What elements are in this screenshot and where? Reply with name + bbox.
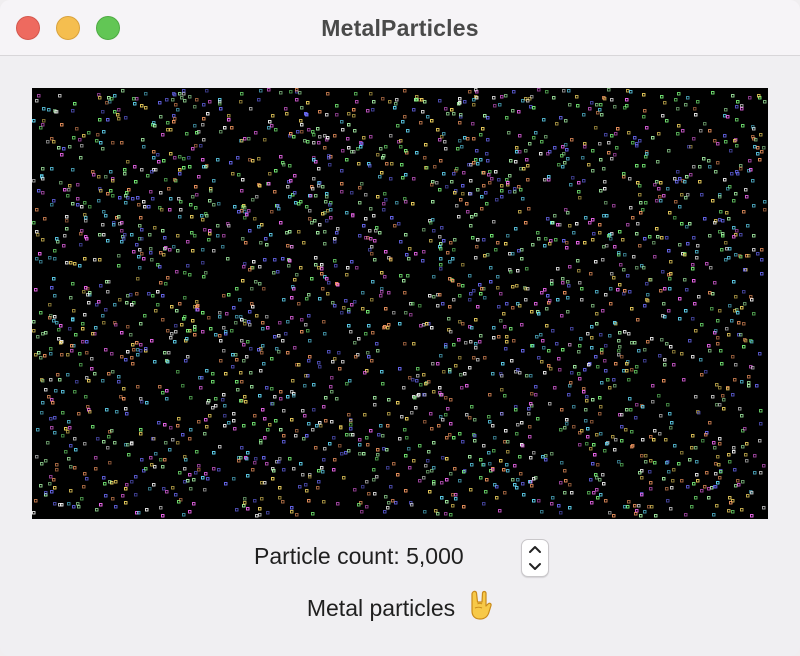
zoom-window-button[interactable] <box>96 16 120 40</box>
rock-on-hand-icon <box>467 590 493 626</box>
particle-count-label: Particle count: 5,000 <box>254 543 464 569</box>
caption: Metal particles <box>0 590 800 626</box>
particle-count-stepper[interactable] <box>521 539 549 577</box>
close-window-button[interactable] <box>16 16 40 40</box>
stepper-increment-button[interactable] <box>522 540 548 558</box>
chevron-down-icon <box>529 563 541 570</box>
particle-count-row: Particle count: 5,000 <box>0 536 800 580</box>
particle-field <box>32 88 767 518</box>
window-title: MetalParticles <box>321 15 479 41</box>
particle-canvas <box>32 88 768 519</box>
chevron-up-icon <box>529 546 541 553</box>
caption-text: Metal particles <box>306 595 456 621</box>
stepper-decrement-button[interactable] <box>522 558 548 576</box>
title-bar[interactable]: MetalParticles <box>0 0 800 56</box>
minimize-window-button[interactable] <box>56 16 80 40</box>
